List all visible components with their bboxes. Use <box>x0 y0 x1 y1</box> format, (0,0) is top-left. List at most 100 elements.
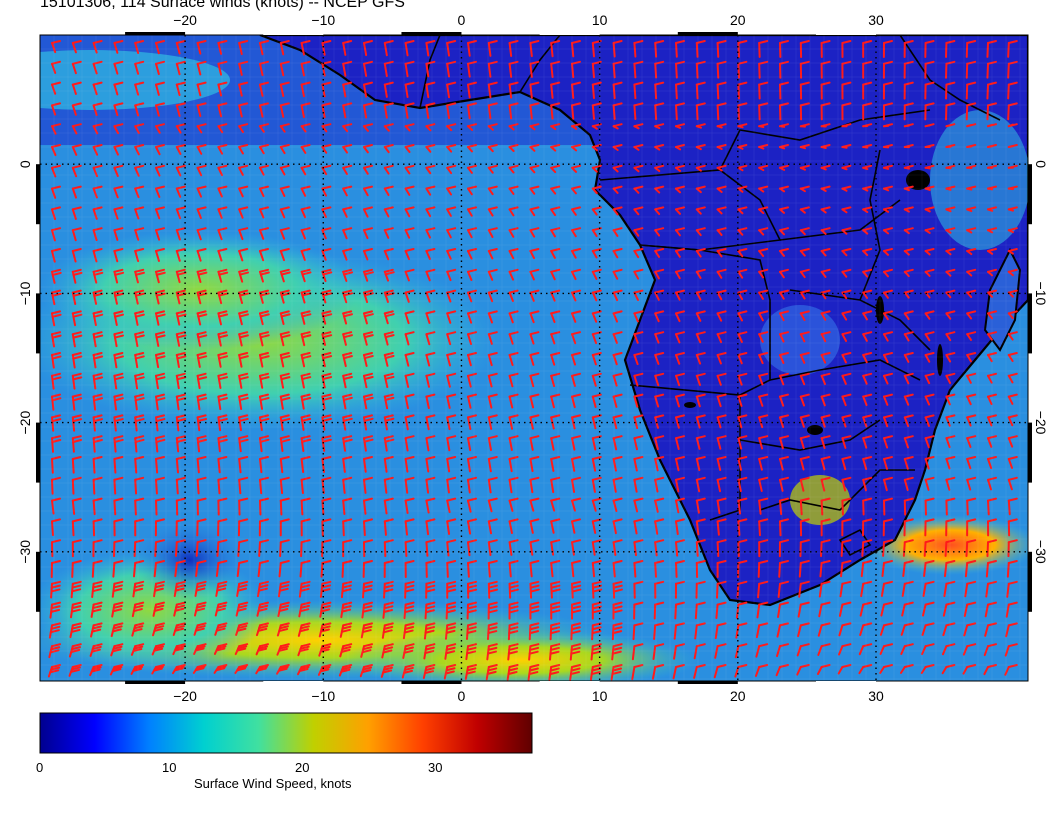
wind-barb <box>714 622 727 640</box>
wind-barb <box>363 123 373 132</box>
wind-barb <box>924 497 935 516</box>
wind-barb <box>818 601 831 618</box>
wind-barb <box>529 206 540 217</box>
wind-barb <box>757 580 769 599</box>
wind-barb <box>858 664 873 675</box>
wind-barb <box>259 144 269 155</box>
wind-barb <box>654 497 665 513</box>
wind-barb <box>529 81 540 99</box>
wind-barb <box>92 248 103 263</box>
wind-barb <box>92 268 104 284</box>
wind-barb <box>215 580 228 597</box>
wind-barb <box>695 81 706 100</box>
wind-barb <box>924 456 935 470</box>
wind-barb <box>134 248 145 263</box>
wind-barb <box>51 227 61 242</box>
wind-barb <box>321 206 332 218</box>
wind-barb <box>779 248 789 257</box>
wind-barb <box>487 393 498 409</box>
wind-barb <box>155 40 165 55</box>
wind-barb <box>363 81 373 98</box>
lon-tick-bar-bottom <box>401 681 462 684</box>
wind-barb <box>839 580 852 598</box>
wind-barb <box>134 185 145 199</box>
lon-tick-label-top: 10 <box>592 12 608 28</box>
lon-tick-bar-bottom <box>816 681 876 684</box>
wind-barb <box>467 560 477 578</box>
wind-barb <box>277 580 290 598</box>
wind-barb <box>342 123 353 133</box>
wind-barb <box>113 164 124 177</box>
wind-barb <box>130 664 145 675</box>
wind-barb <box>487 352 498 367</box>
wind-barb <box>51 60 61 74</box>
wind-barb <box>862 185 873 192</box>
wind-barb <box>529 518 540 534</box>
wind-barb <box>134 310 145 326</box>
wind-barb <box>1007 331 1018 341</box>
wind-barb <box>342 414 353 431</box>
wind-barb <box>924 206 935 213</box>
wind-barb <box>758 352 769 365</box>
wind-barb <box>506 664 519 681</box>
wind-barb <box>383 60 394 78</box>
wind-barb <box>695 123 706 129</box>
wind-barb <box>134 268 145 284</box>
wind-barb <box>841 227 852 235</box>
wind-barb <box>383 414 395 431</box>
wind-barb <box>299 560 311 578</box>
wind-barb <box>571 123 581 130</box>
wind-barb <box>487 81 498 99</box>
wind-barb <box>113 435 124 453</box>
wind-barb <box>404 456 415 473</box>
wind-barb <box>134 414 145 432</box>
wind-barb <box>1005 601 1018 618</box>
wind-barb <box>841 206 852 214</box>
wind-barb <box>799 60 810 79</box>
wind-barb <box>175 414 187 432</box>
wind-barb <box>92 206 103 220</box>
wind-barb <box>383 40 394 57</box>
wind-barb <box>155 352 166 369</box>
wind-barb <box>591 248 602 259</box>
wind-barb <box>342 310 354 325</box>
wind-barb <box>591 268 602 280</box>
wind-barb <box>300 164 311 176</box>
wind-barb <box>487 144 498 153</box>
wind-barb <box>695 518 706 536</box>
wind-barb <box>175 206 186 220</box>
wind-barb <box>779 164 789 171</box>
wind-barb <box>279 331 291 347</box>
wind-barb <box>921 643 935 656</box>
wind-barb <box>155 393 166 411</box>
wind-barb <box>217 414 228 432</box>
wind-barb <box>612 456 623 472</box>
wind-barb <box>339 622 353 638</box>
wind-barb <box>986 81 997 100</box>
wind-barb <box>695 414 706 429</box>
wind-barb <box>238 435 249 453</box>
wind-barb <box>879 622 893 636</box>
wind-barb <box>195 560 207 578</box>
wind-barb <box>862 40 873 58</box>
wind-barb <box>591 81 602 100</box>
wind-barb <box>402 622 415 640</box>
wind-barb <box>737 123 748 129</box>
wind-barb <box>1007 206 1018 212</box>
wind-barb <box>862 372 873 385</box>
wind-barb <box>883 476 893 492</box>
wind-barb <box>446 476 457 494</box>
wind-barb <box>757 560 769 578</box>
wind-barb <box>71 206 82 220</box>
wind-barb <box>487 456 498 473</box>
wind-barb <box>674 580 685 599</box>
wind-barb <box>841 144 852 149</box>
wind-barb <box>942 622 956 637</box>
wind-barb <box>862 144 873 149</box>
wind-barb <box>820 185 831 192</box>
wind-barb <box>196 372 208 390</box>
wind-barb <box>508 331 519 345</box>
wind-barb <box>422 664 436 680</box>
wind-barb <box>695 497 706 514</box>
wind-barb <box>259 310 270 326</box>
